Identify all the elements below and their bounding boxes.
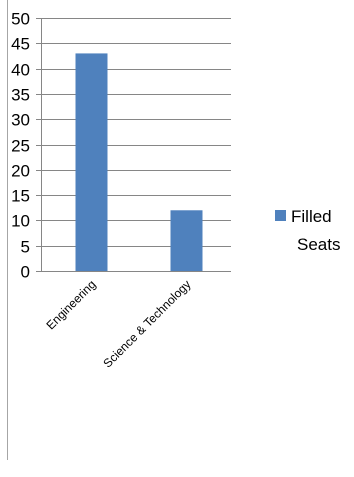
bar-engineering — [75, 53, 108, 271]
legend-label-line-2: Seats — [297, 235, 340, 254]
x-category-label: Engineering — [43, 277, 98, 332]
y-axis-tick-labels: 0 5 10 15 20 25 30 35 40 45 50 — [11, 10, 30, 282]
y-tick-label: 0 — [21, 263, 30, 282]
y-tick-label: 30 — [11, 111, 30, 130]
y-tick-label: 50 — [11, 10, 30, 29]
y-tick-label: 45 — [11, 35, 30, 54]
x-axis-category-labels: Engineering Science & Technology — [43, 277, 193, 370]
y-tick-label: 25 — [11, 137, 30, 156]
x-category-label: Science & Technology — [100, 277, 193, 370]
y-tick-label: 15 — [11, 187, 30, 206]
y-tick-label: 20 — [11, 162, 30, 181]
axes — [36, 18, 231, 272]
bar-science-technology — [170, 210, 203, 271]
y-tick-label: 10 — [11, 212, 30, 231]
gridlines — [36, 18, 231, 247]
bars — [75, 53, 203, 271]
y-tick-label: 35 — [11, 86, 30, 105]
y-tick-label: 5 — [21, 238, 30, 257]
y-tick-label: 40 — [11, 61, 30, 80]
legend: Filled Seats — [275, 207, 340, 254]
legend-swatch — [275, 210, 286, 221]
legend-label-line-1: Filled — [291, 207, 332, 226]
